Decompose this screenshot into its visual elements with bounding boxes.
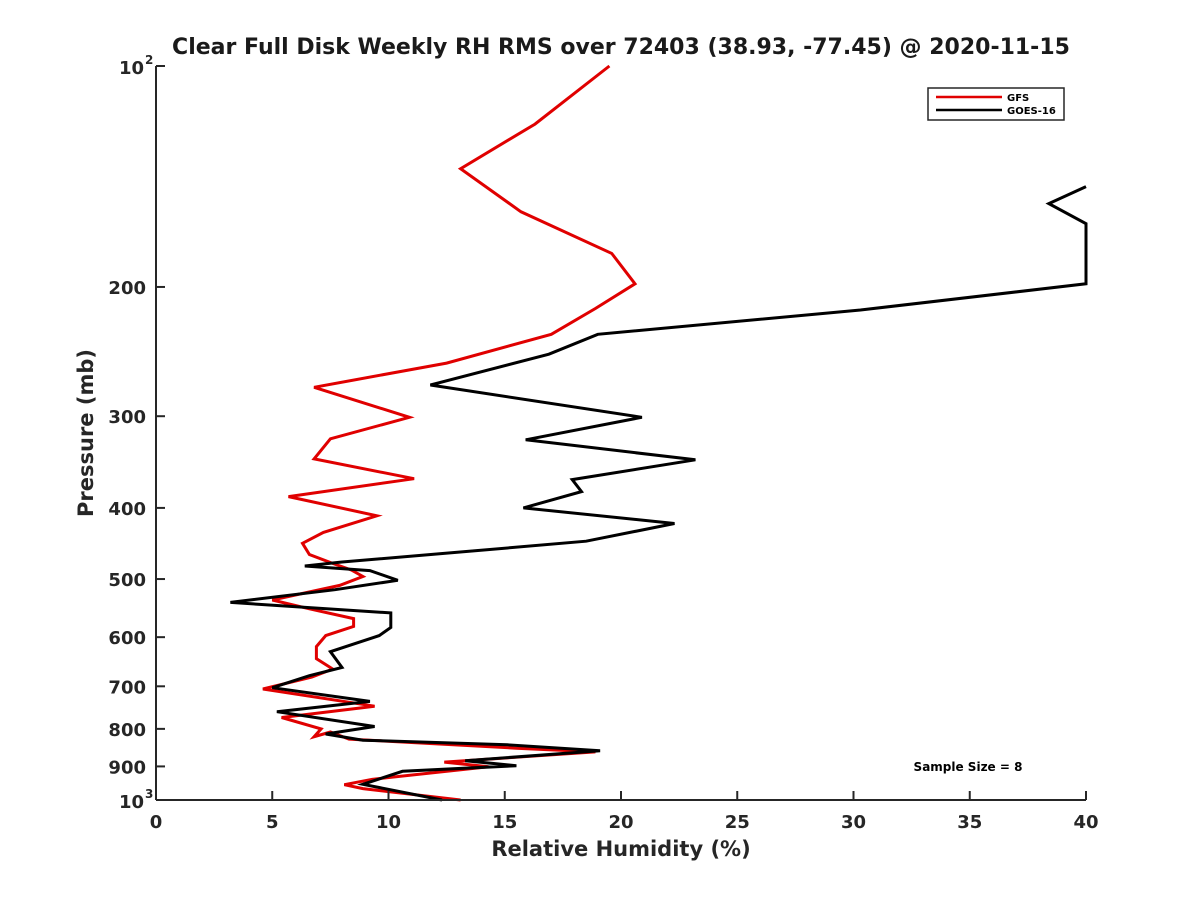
x-tick-label: 5: [266, 812, 279, 833]
x-tick-label: 20: [608, 812, 633, 833]
y-tick-label: 300: [108, 407, 146, 428]
x-tick-label: 25: [725, 812, 750, 833]
y-tick-label: 10: [119, 58, 144, 79]
chart-title: Clear Full Disk Weekly RH RMS over 72403…: [172, 35, 1070, 60]
legend-label-goes16: GOES-16: [1007, 106, 1056, 117]
y-tick-label: 600: [108, 628, 146, 649]
y-tick-label: 700: [108, 677, 146, 698]
legend: GFS GOES-16: [927, 87, 1065, 121]
y-tick-exponent: 2: [145, 53, 153, 67]
x-tick-label: 10: [376, 812, 401, 833]
y-axis-label: Pressure (mb): [74, 349, 98, 517]
sample-size-annotation: Sample Size = 8: [914, 760, 1023, 774]
y-tick-label: 800: [108, 720, 146, 741]
legend-label-gfs: GFS: [1007, 93, 1029, 104]
y-tick-exponent: 3: [145, 787, 153, 801]
x-ticks: 0 5 10 15 20 25 30 35 40: [150, 791, 1099, 833]
x-tick-label: 30: [841, 812, 866, 833]
x-tick-label: 40: [1073, 812, 1098, 833]
x-tick-label: 15: [492, 812, 517, 833]
series-layer: [230, 64, 1088, 802]
y-tick-label: 400: [108, 499, 146, 520]
y-tick-label: 500: [108, 570, 146, 591]
y-tick-label: 10: [119, 792, 144, 813]
x-tick-label: 0: [150, 812, 163, 833]
legend-box: [927, 87, 1065, 121]
y-tick-label: 900: [108, 757, 146, 778]
x-tick-label: 35: [957, 812, 982, 833]
x-axis-label: Relative Humidity (%): [491, 837, 750, 861]
y-tick-label: 200: [108, 278, 146, 299]
series-line-goes16: [230, 185, 1088, 802]
